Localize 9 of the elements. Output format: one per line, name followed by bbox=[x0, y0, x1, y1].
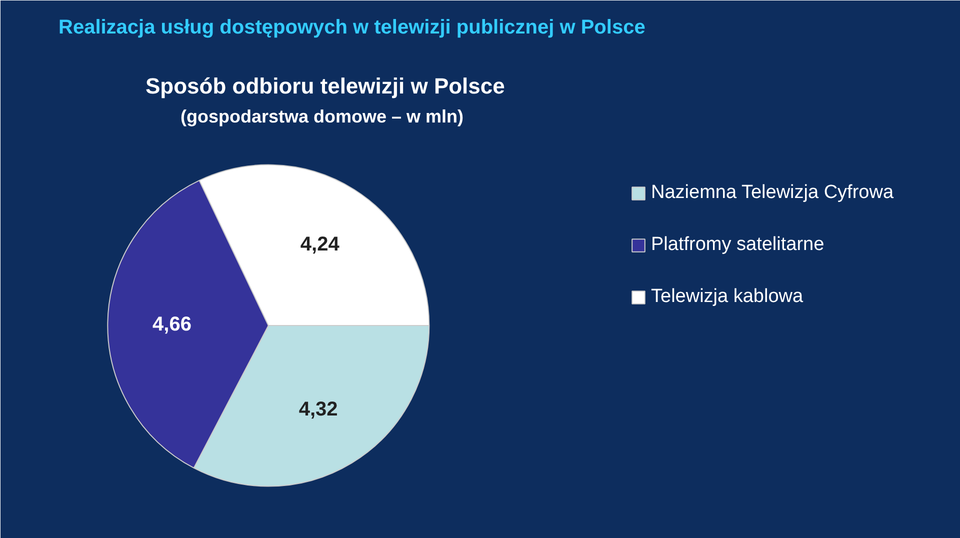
data-label: 4,66 bbox=[152, 314, 192, 336]
chart-title: Realizacja usług dostępowych w telewizji publicznej w Polsce bbox=[58, 16, 646, 38]
chart-subtitle: Sposób odbioru telewizji w Polsce bbox=[146, 74, 505, 98]
data-label: 4,32 bbox=[298, 398, 338, 420]
text: (gospodarstwa domowe – w mln) bbox=[180, 106, 464, 126]
legend-label: Naziemna Telewizja Cyfrowa bbox=[651, 182, 895, 204]
data-label: 4,24 bbox=[300, 234, 340, 256]
legend-label: Telewizja kablowa bbox=[651, 286, 804, 308]
legend-label: Platfromy satelitarne bbox=[651, 234, 826, 256]
